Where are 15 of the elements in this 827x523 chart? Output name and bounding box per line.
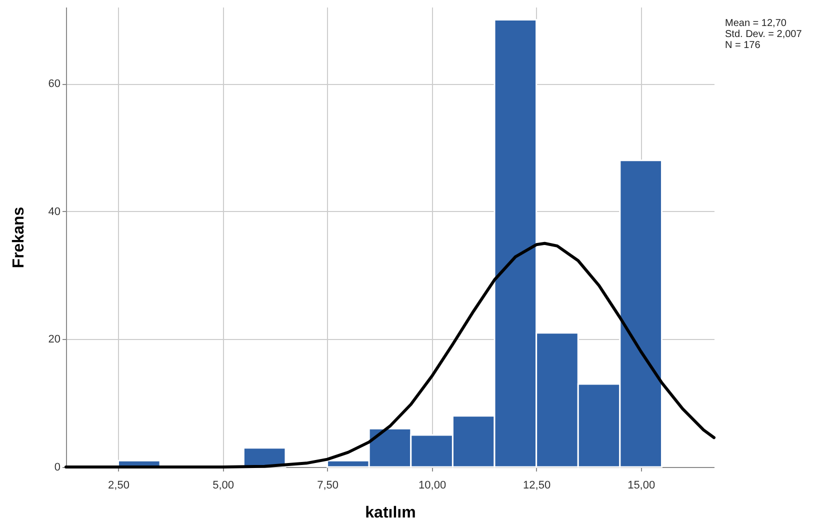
x-tick-label: 10,00 [418,480,446,492]
x-tick-label: 5,00 [212,480,234,492]
y-tick-label: 20 [48,334,60,346]
x-tick-label: 12,50 [523,480,551,492]
y-axis-title: Frekans [10,206,28,268]
y-tick-label: 40 [48,206,60,218]
x-axis-title: katılım [365,504,416,522]
y-tick-label: 60 [48,78,60,90]
x-tick-label: 2,50 [108,480,130,492]
x-tick-label: 15,00 [628,480,656,492]
x-tick-label: 7,50 [317,480,338,492]
text: Std. Dev. = 2,007 [725,29,802,40]
text: Mean = 12,70 [725,18,788,29]
text: N = 176 [725,40,762,51]
y-tick-label: 0 [54,462,60,474]
